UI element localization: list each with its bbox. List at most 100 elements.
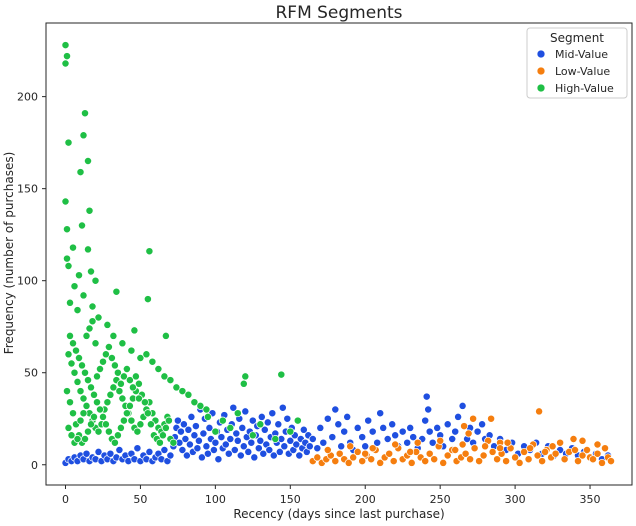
point-high-value-121 xyxy=(69,409,77,418)
point-mid-value-159 xyxy=(421,416,430,425)
legend: Segment Mid-Value Low-Value High-Value xyxy=(526,27,628,99)
point-mid-value-42 xyxy=(178,446,187,454)
point-high-value-42 xyxy=(184,390,193,399)
point-high-value-117 xyxy=(161,423,170,432)
point-mid-value-28 xyxy=(145,447,154,456)
point-high-value-85 xyxy=(66,331,74,340)
point-low-value-69 xyxy=(589,455,597,464)
point-mid-value-153 xyxy=(398,427,407,436)
point-mid-value-88 xyxy=(247,438,256,447)
point-high-value-45 xyxy=(202,405,211,414)
legend-marker-high-value xyxy=(536,83,546,93)
point-mid-value-81 xyxy=(236,451,245,460)
legend-marker-mid-value xyxy=(536,49,546,59)
point-high-value-27 xyxy=(79,291,88,300)
point-high-value-116 xyxy=(158,431,167,440)
point-mid-value-134 xyxy=(331,405,340,414)
point-low-value-64 xyxy=(569,435,578,443)
point-high-value-34 xyxy=(136,354,145,362)
point-high-value-155 xyxy=(226,423,235,432)
point-mid-value-167 xyxy=(443,420,452,429)
point-low-value-11 xyxy=(358,457,367,466)
point-high-value-158 xyxy=(271,435,280,443)
point-high-value-9 xyxy=(63,225,71,234)
point-mid-value-137 xyxy=(340,427,349,436)
point-high-value-129 xyxy=(93,372,101,381)
point-high-value-163 xyxy=(233,409,242,418)
series-high-value xyxy=(61,41,302,447)
point-high-value-136 xyxy=(113,368,122,377)
point-mid-value-86 xyxy=(244,447,253,456)
x-tick-label-100: 100 xyxy=(205,493,226,506)
point-mid-value-132 xyxy=(323,414,332,423)
point-high-value-102 xyxy=(116,423,125,432)
point-mid-value-95 xyxy=(257,412,266,421)
point-high-value-139 xyxy=(122,365,131,373)
point-mid-value-100 xyxy=(265,446,274,454)
point-high-value-162 xyxy=(218,416,227,425)
point-high-value-87 xyxy=(72,346,80,355)
point-high-value-48 xyxy=(277,370,286,379)
point-high-value-36 xyxy=(148,357,157,366)
point-low-value-75 xyxy=(323,446,332,454)
point-high-value-96 xyxy=(99,412,107,421)
point-mid-value-48 xyxy=(187,412,196,421)
point-low-value-76 xyxy=(346,442,355,451)
point-low-value-70 xyxy=(593,449,602,458)
point-high-value-2 xyxy=(61,59,70,68)
x-axis-ticks: 0 50 100 150 200 250 300 350 xyxy=(62,485,601,506)
point-low-value-56 xyxy=(535,407,544,416)
point-mid-value-170 xyxy=(454,412,463,421)
point-high-value-86 xyxy=(69,339,77,348)
point-high-value-15 xyxy=(64,262,73,270)
point-high-value-148 xyxy=(76,416,85,425)
point-high-value-4 xyxy=(81,109,89,118)
point-high-value-6 xyxy=(84,157,92,165)
point-high-value-142 xyxy=(131,372,140,381)
point-low-value-17 xyxy=(385,449,394,458)
point-low-value-89 xyxy=(406,447,415,456)
point-high-value-112 xyxy=(146,420,155,429)
point-mid-value-93 xyxy=(254,444,263,453)
point-high-value-26 xyxy=(73,306,82,315)
point-mid-value-123 xyxy=(299,425,308,434)
legend-label-mid-value: Mid-Value xyxy=(555,48,608,61)
point-mid-value-50 xyxy=(190,431,199,440)
y-tick-label-0: 0 xyxy=(31,459,38,472)
point-high-value-154 xyxy=(211,427,220,436)
point-high-value-157 xyxy=(256,420,265,429)
chart-title: RFM Segments xyxy=(275,3,402,23)
point-low-value-93 xyxy=(578,436,587,445)
point-high-value-19 xyxy=(91,276,100,285)
point-low-value-79 xyxy=(413,438,422,447)
point-mid-value-97 xyxy=(260,425,269,434)
point-low-value-29 xyxy=(439,458,448,467)
point-high-value-132 xyxy=(101,350,110,359)
point-mid-value-176 xyxy=(478,420,487,429)
point-high-value-125 xyxy=(81,435,89,443)
legend-label-low-value: Low-Value xyxy=(555,65,610,78)
point-mid-value-7 xyxy=(82,449,91,458)
point-high-value-8 xyxy=(61,197,70,206)
point-high-value-63 xyxy=(106,390,115,399)
point-low-value-87 xyxy=(593,440,602,449)
point-high-value-7 xyxy=(76,168,85,177)
point-mid-value-154 xyxy=(403,438,412,447)
point-mid-value-118 xyxy=(292,440,301,449)
point-high-value-115 xyxy=(155,438,164,447)
point-high-value-134 xyxy=(107,354,116,362)
point-mid-value-143 xyxy=(361,442,370,451)
point-high-value-90 xyxy=(81,368,89,377)
point-high-value-143 xyxy=(134,394,143,403)
point-high-value-29 xyxy=(94,313,103,322)
point-high-value-67 xyxy=(118,394,127,403)
point-mid-value-33 xyxy=(160,446,169,454)
point-mid-value-161 xyxy=(424,405,433,414)
point-mid-value-156 xyxy=(409,433,418,442)
point-low-value-34 xyxy=(460,422,469,431)
point-low-value-91 xyxy=(496,444,505,453)
point-low-value-85 xyxy=(548,442,557,451)
point-high-value-135 xyxy=(110,361,119,370)
point-mid-value-149 xyxy=(383,435,392,443)
point-mid-value-53 xyxy=(194,436,203,445)
